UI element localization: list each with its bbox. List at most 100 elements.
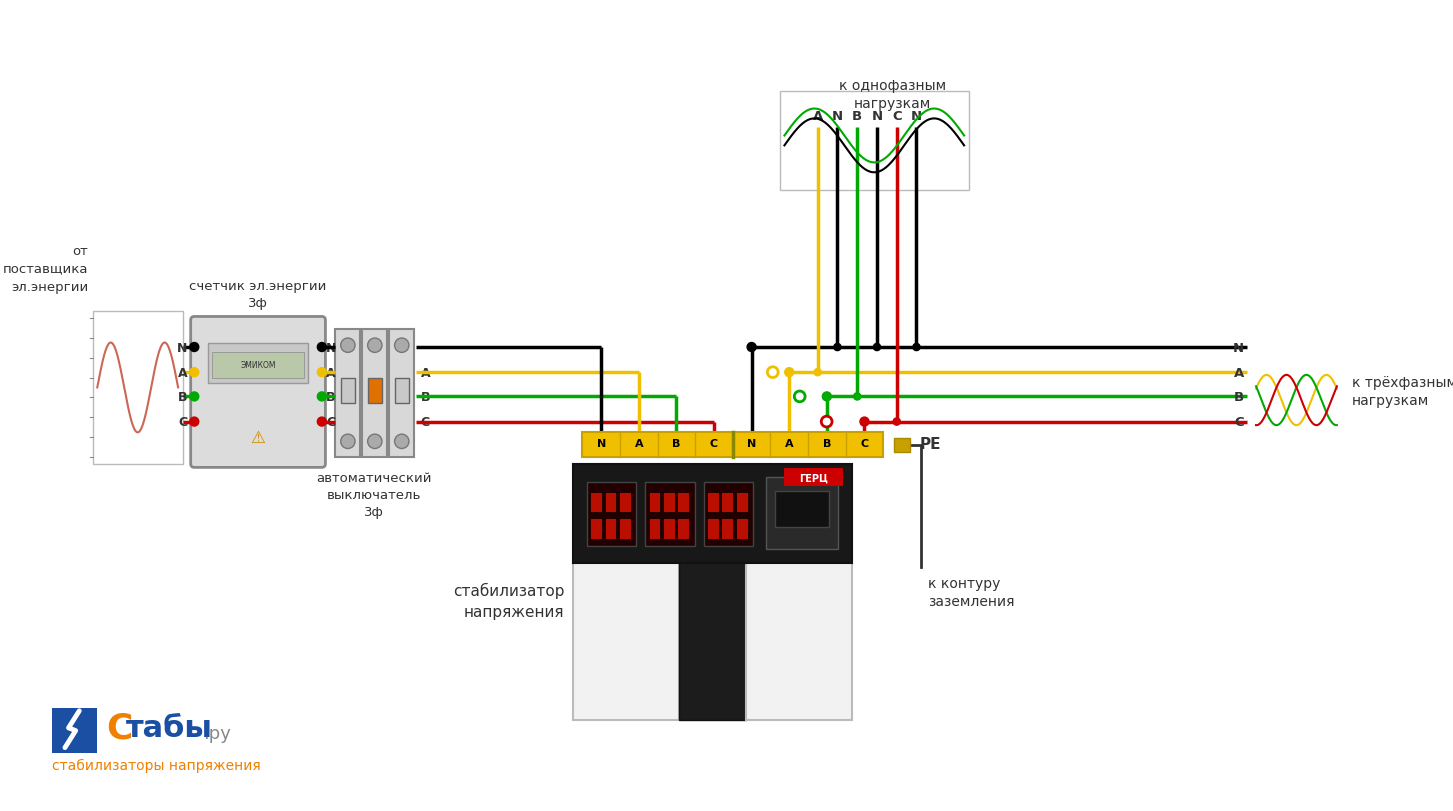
Bar: [591, 520, 602, 539]
Bar: [649, 520, 661, 539]
Circle shape: [395, 339, 408, 353]
Bar: [389, 329, 414, 458]
Text: C: C: [420, 415, 430, 428]
Text: A: A: [1234, 367, 1244, 380]
Text: B: B: [177, 390, 187, 403]
Circle shape: [368, 435, 382, 449]
Circle shape: [821, 417, 833, 427]
Text: С: С: [106, 711, 132, 745]
Bar: [620, 493, 631, 513]
Circle shape: [317, 393, 327, 401]
Text: табы: табы: [126, 714, 214, 742]
Text: ⚠: ⚠: [250, 428, 266, 446]
Bar: [620, 520, 631, 539]
Text: N: N: [872, 110, 882, 123]
Text: к контуру
заземления: к контуру заземления: [928, 577, 1014, 609]
Text: N: N: [177, 341, 187, 354]
Text: N: N: [747, 439, 756, 448]
Text: к трёхфазным
нагрузкам: к трёхфазным нагрузкам: [1353, 375, 1453, 408]
Circle shape: [317, 343, 327, 352]
Circle shape: [747, 343, 756, 352]
Bar: [395, 378, 408, 403]
Text: ЭМИКОМ: ЭМИКОМ: [240, 361, 276, 370]
Bar: [574, 464, 851, 563]
Text: автоматический
выключатель
3ф: автоматический выключатель 3ф: [317, 471, 432, 518]
Circle shape: [340, 339, 355, 353]
Bar: [664, 493, 674, 513]
Text: стабилизаторы напряжения: стабилизаторы напряжения: [52, 757, 262, 771]
Text: N: N: [911, 110, 923, 123]
Circle shape: [190, 418, 199, 427]
Circle shape: [190, 393, 199, 401]
Text: B: B: [851, 110, 862, 123]
Bar: [340, 378, 355, 403]
Text: стабилизатор
напряжения: стабилизатор напряжения: [453, 582, 564, 620]
Bar: [208, 343, 308, 384]
Bar: [894, 438, 910, 453]
Circle shape: [785, 368, 793, 377]
Text: A: A: [635, 439, 644, 448]
Text: от
поставщика
эл.энергии: от поставщика эл.энергии: [3, 244, 89, 294]
Text: B: B: [673, 439, 680, 448]
Text: счетчик эл.энергии
3ф: счетчик эл.энергии 3ф: [189, 280, 327, 310]
Circle shape: [368, 339, 382, 353]
Circle shape: [912, 344, 920, 351]
Text: N: N: [833, 110, 843, 123]
Bar: [574, 464, 679, 720]
Text: Выход: Выход: [788, 461, 828, 474]
Bar: [708, 493, 719, 513]
Text: A: A: [327, 367, 336, 380]
Text: C: C: [177, 415, 187, 428]
Text: N: N: [327, 341, 337, 354]
Bar: [606, 520, 616, 539]
Bar: [606, 493, 616, 513]
Text: C: C: [327, 415, 336, 428]
Text: A: A: [785, 439, 793, 448]
Circle shape: [340, 435, 355, 449]
Text: B: B: [420, 390, 430, 403]
Circle shape: [894, 418, 901, 426]
Bar: [776, 491, 830, 527]
Bar: [708, 520, 719, 539]
Text: A: A: [812, 110, 822, 123]
Text: C: C: [892, 110, 901, 123]
Text: C: C: [711, 439, 718, 448]
Text: N: N: [1234, 341, 1244, 354]
Circle shape: [860, 418, 869, 427]
Text: C: C: [860, 439, 869, 448]
Bar: [587, 483, 636, 547]
Circle shape: [317, 418, 327, 427]
Bar: [649, 493, 661, 513]
Bar: [336, 329, 360, 458]
Bar: [737, 520, 748, 539]
Bar: [52, 708, 97, 753]
Text: B: B: [327, 390, 336, 403]
Circle shape: [795, 392, 805, 402]
Bar: [583, 433, 883, 458]
Text: A: A: [177, 367, 187, 380]
Bar: [737, 493, 748, 513]
Bar: [767, 478, 838, 549]
Circle shape: [834, 344, 841, 351]
Bar: [780, 92, 969, 191]
Text: Вход: Вход: [642, 461, 673, 474]
Text: ГЕРЦ: ГЕРЦ: [799, 473, 828, 483]
Circle shape: [317, 368, 327, 377]
FancyBboxPatch shape: [190, 317, 325, 468]
Bar: [362, 329, 388, 458]
Bar: [645, 483, 695, 547]
Text: C: C: [1235, 415, 1244, 428]
Circle shape: [767, 367, 779, 378]
Bar: [722, 520, 734, 539]
Text: к однофазным
нагрузкам: к однофазным нагрузкам: [838, 79, 946, 111]
Bar: [722, 493, 734, 513]
Circle shape: [822, 393, 831, 401]
Bar: [93, 311, 183, 464]
Text: B: B: [1234, 390, 1244, 403]
Bar: [703, 483, 753, 547]
Text: PE: PE: [920, 436, 940, 451]
Circle shape: [853, 393, 860, 401]
Text: B: B: [822, 439, 831, 448]
Bar: [745, 464, 851, 720]
Bar: [785, 469, 843, 487]
